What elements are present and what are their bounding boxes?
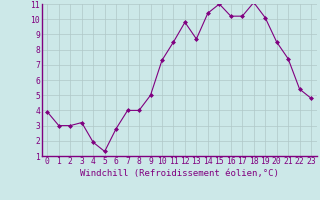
X-axis label: Windchill (Refroidissement éolien,°C): Windchill (Refroidissement éolien,°C) bbox=[80, 169, 279, 178]
